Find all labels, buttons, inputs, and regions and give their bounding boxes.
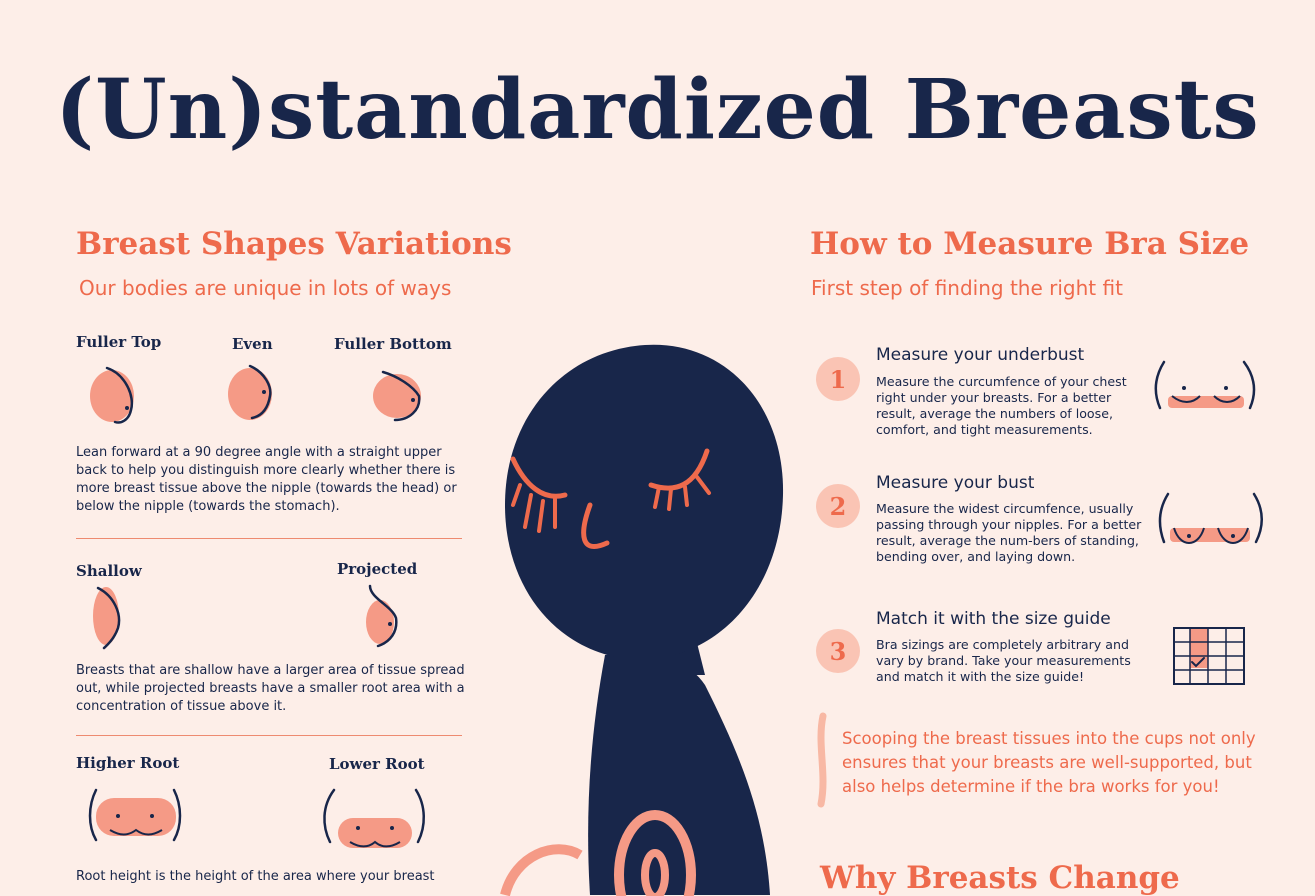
fit-tip-quote: Scooping the breast tissues into the cup… bbox=[842, 729, 1256, 796]
divider-2 bbox=[76, 735, 462, 736]
size-guide-grid-icon bbox=[1173, 627, 1245, 685]
fuller-bottom-breast-illustration bbox=[373, 370, 421, 422]
step-1-title: Measure your underbust bbox=[876, 345, 1085, 365]
page-title: (Un)standardized Breasts bbox=[55, 62, 1260, 158]
step-3-number: 3 bbox=[816, 629, 860, 673]
left-section-title: Breast Shapes Variations bbox=[76, 226, 512, 262]
underbust-measure-icon bbox=[1154, 360, 1256, 410]
step-2-number: 2 bbox=[816, 484, 860, 528]
label-shallow: Shallow bbox=[76, 562, 142, 580]
label-higher-root: Higher Root bbox=[76, 754, 180, 772]
fuller-shapes-description: Lean forward at a 90 degree angle with a… bbox=[76, 445, 457, 514]
projected-breast-illustration bbox=[366, 584, 398, 648]
step-2-text: Measure the widest circumfence, usually … bbox=[876, 501, 1142, 564]
step-1-text: Measure the curcumfence of your chest ri… bbox=[876, 374, 1127, 437]
right-section-title: How to Measure Bra Size bbox=[810, 226, 1250, 262]
shallow-projected-description: Breasts that are shallow have a larger a… bbox=[76, 663, 465, 714]
even-breast-illustration bbox=[228, 364, 272, 420]
label-fuller-bottom: Fuller Bottom bbox=[334, 335, 452, 353]
why-breasts-change-title: Why Breasts Change bbox=[820, 860, 1180, 896]
label-projected: Projected bbox=[337, 560, 418, 578]
step-3-text: Bra sizings are completely arbitrary and… bbox=[876, 637, 1131, 684]
lower-root-illustration bbox=[323, 788, 425, 848]
higher-root-illustration bbox=[88, 788, 182, 842]
label-fuller-top: Fuller Top bbox=[76, 333, 162, 351]
divider-1 bbox=[76, 538, 462, 539]
root-height-description: Root height is the height of the area wh… bbox=[76, 869, 435, 884]
step-2-title: Measure your bust bbox=[876, 473, 1035, 493]
right-section-subtitle: First step of finding the right fit bbox=[811, 276, 1123, 300]
person-figure-illustration bbox=[500, 344, 784, 896]
fuller-top-breast-illustration bbox=[90, 366, 134, 424]
bust-measure-icon bbox=[1158, 492, 1263, 544]
label-lower-root: Lower Root bbox=[329, 755, 425, 773]
step-3-title: Match it with the size guide bbox=[876, 609, 1111, 629]
label-even: Even bbox=[232, 335, 273, 353]
shallow-breast-illustration bbox=[93, 586, 121, 650]
left-section-subtitle: Our bodies are unique in lots of ways bbox=[79, 276, 452, 300]
quote-accent-bar bbox=[817, 712, 827, 808]
step-1-number: 1 bbox=[816, 357, 860, 401]
